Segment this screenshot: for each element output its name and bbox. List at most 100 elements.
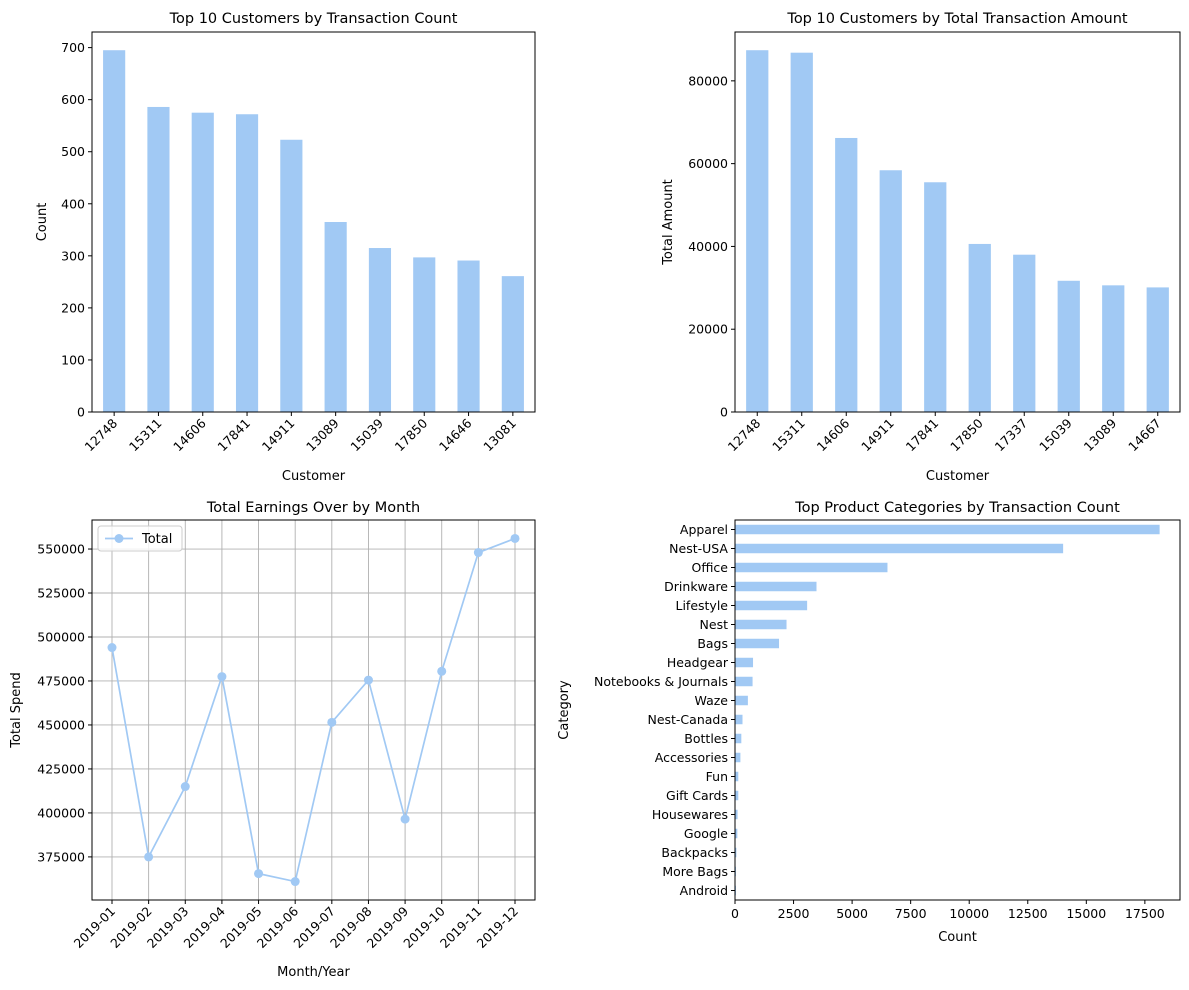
y-tick-label: 550000: [37, 542, 85, 557]
x-axis-label: Month/Year: [277, 965, 350, 980]
bar-gift-cards: [735, 790, 739, 801]
bar-google: [735, 828, 738, 839]
x-tick-label: 17500: [1125, 906, 1165, 921]
y-axis-label: Total Spend: [9, 672, 24, 749]
x-tick-label: 12500: [1008, 906, 1048, 921]
bar-17850: [413, 257, 436, 412]
y-tick-label: Bags: [697, 636, 728, 651]
bar-12748: [103, 50, 126, 412]
y-tick-label: 475000: [37, 673, 85, 688]
bar-13089: [1102, 285, 1125, 412]
bar-notebooks-journals: [735, 676, 753, 687]
bar-15039: [368, 248, 392, 412]
bar-14667: [1146, 287, 1169, 412]
x-tick-label: 10000: [949, 906, 989, 921]
bar-14646: [457, 260, 480, 412]
bar-headgear: [735, 657, 754, 668]
data-point-2019-03: [180, 782, 190, 792]
x-tick-label: 0: [731, 906, 739, 921]
x-tick-label: 7500: [895, 906, 927, 921]
y-tick-label: 700: [61, 40, 85, 55]
y-tick-label: 375000: [37, 849, 85, 864]
y-tick-label: 80000: [688, 73, 728, 88]
y-tick-label: Accessories: [655, 750, 728, 765]
y-tick-label: Nest-USA: [669, 541, 728, 556]
y-tick-label: Headgear: [667, 655, 729, 670]
y-tick-label: 500000: [37, 629, 85, 644]
bar-17850: [968, 243, 991, 412]
legend: Total: [97, 525, 183, 552]
bar-13089: [324, 222, 347, 412]
chart-transaction-count-by-customer: Top 10 Customers by Transaction Count 0 1…: [35, 11, 536, 484]
y-tick-label: Lifestyle: [675, 598, 728, 613]
y-tick-label: 400000: [37, 805, 85, 820]
bar-17337: [1013, 254, 1036, 412]
data-point-2019-07: [327, 717, 337, 727]
bar-15311: [147, 106, 170, 413]
x-tick-label: 2500: [778, 906, 810, 921]
y-tick-label: Android: [680, 883, 728, 898]
data-point-2019-02: [144, 852, 154, 862]
bar-nest: [735, 619, 787, 630]
chart-product-categories: Top Product Categories by Transaction Co…: [557, 500, 1181, 945]
bar-bottles: [735, 733, 742, 744]
y-tick-label: 20000: [688, 322, 728, 337]
y-tick-label: 40000: [688, 239, 728, 254]
y-tick-label: Nest: [700, 617, 729, 632]
y-tick-label: 400: [61, 196, 85, 211]
bar-13081: [501, 276, 524, 412]
bar-15311: [790, 52, 813, 412]
bar-waze: [735, 695, 748, 706]
chart-title: Top 10 Customers by Total Transaction Am…: [786, 11, 1127, 27]
legend-box: [97, 525, 183, 552]
bar-14911: [280, 139, 303, 412]
y-tick-label: 425000: [37, 761, 85, 776]
bar-nest-usa: [735, 543, 1064, 554]
y-tick-label: Notebooks & Journals: [594, 674, 728, 689]
bar-17841: [924, 182, 947, 412]
y-tick-label: Fun: [706, 769, 728, 784]
x-axis-label: Count: [938, 930, 977, 945]
chart-monthly-earnings: Total Earnings Over by Month 375000 40000…: [9, 500, 536, 980]
plot-frame: [734, 519, 1181, 901]
x-axis-label: Customer: [926, 469, 990, 484]
y-tick-label: 525000: [37, 586, 85, 601]
y-tick-label: Apparel: [680, 522, 728, 537]
data-point-2019-11: [473, 548, 483, 558]
legend-label-total: Total: [141, 532, 172, 547]
chart-title: Top 10 Customers by Transaction Count: [169, 11, 458, 27]
y-tick-label: Office: [692, 560, 729, 575]
bar-lifestyle: [735, 600, 808, 611]
y-axis-label: Category: [557, 680, 572, 740]
x-axis-label: Customer: [282, 469, 346, 484]
data-point-2019-06: [290, 877, 300, 887]
y-tick-label: Bottles: [684, 731, 728, 746]
data-point-2019-10: [437, 666, 447, 676]
data-point-2019-12: [510, 533, 520, 543]
y-tick-label: 0: [77, 405, 85, 420]
bar-backpacks: [735, 847, 737, 858]
bar-office: [735, 562, 888, 573]
chart-title: Top Product Categories by Transaction Co…: [794, 500, 1120, 516]
y-tick-label: Backpacks: [661, 845, 728, 860]
y-tick-label: 500: [61, 144, 85, 159]
y-tick-label: Nest-Canada: [647, 712, 728, 727]
bar-12748: [746, 50, 769, 413]
y-tick-label: Drinkware: [664, 579, 728, 594]
plot-frame: [91, 519, 536, 901]
bar-15039: [1057, 280, 1080, 412]
data-point-2019-09: [400, 814, 410, 824]
bar-17841: [235, 114, 259, 412]
bar-14606: [191, 112, 214, 412]
y-tick-label: 0: [720, 405, 728, 420]
bar-housewares: [735, 809, 738, 820]
y-tick-label: 100: [61, 352, 85, 367]
legend-marker-swatch: [114, 534, 124, 543]
plot-frame: [734, 31, 1181, 413]
y-tick-label: 200: [61, 300, 85, 315]
y-tick-label: 300: [61, 248, 85, 263]
bar-apparel: [735, 524, 1160, 535]
y-tick-label: Housewares: [652, 807, 728, 822]
data-point-2019-08: [363, 675, 373, 685]
